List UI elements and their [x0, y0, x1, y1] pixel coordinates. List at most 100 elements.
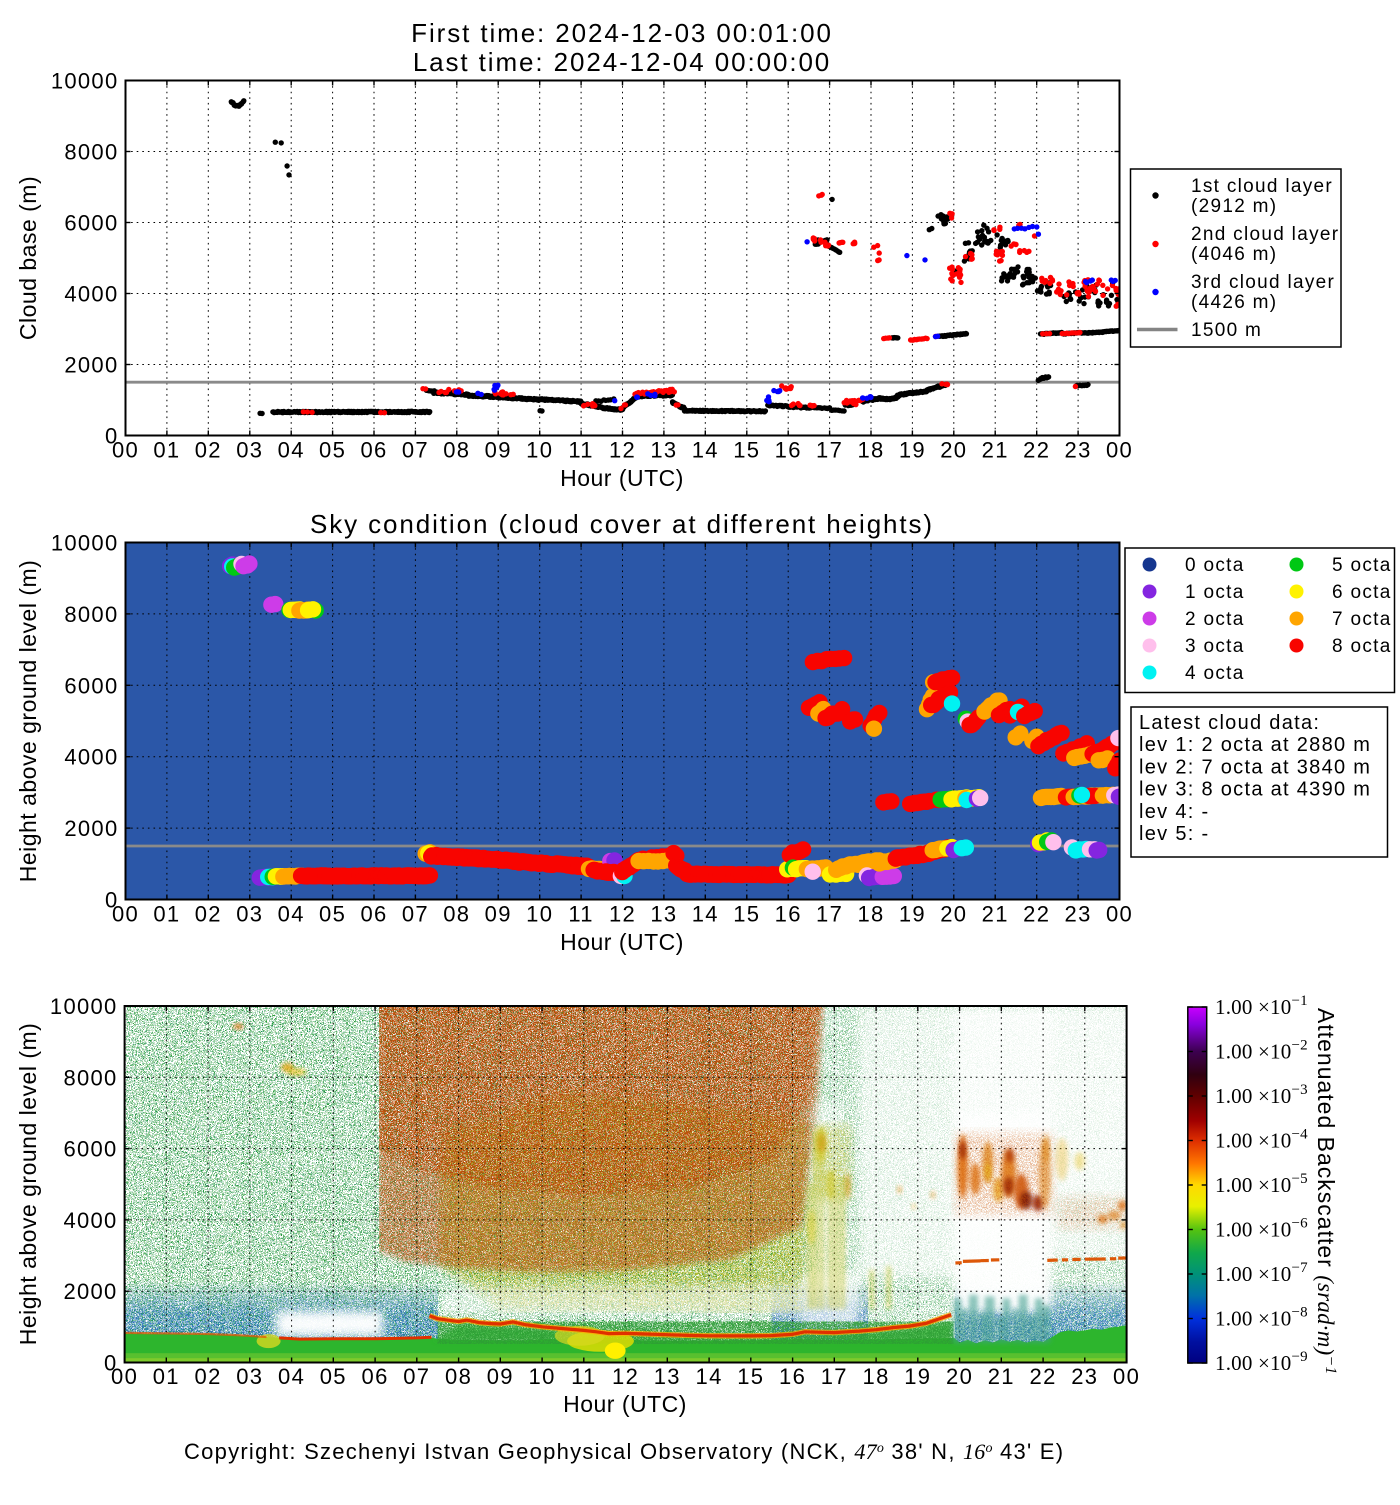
svg-text:10000: 10000	[51, 531, 119, 556]
svg-text:03: 03	[236, 1364, 263, 1389]
svg-text:0: 0	[104, 1351, 118, 1376]
svg-text:11: 11	[571, 1364, 596, 1389]
svg-text:11: 11	[568, 902, 593, 927]
svg-text:18: 18	[857, 902, 884, 927]
svg-text:23: 23	[1065, 438, 1092, 463]
svg-text:08: 08	[443, 902, 470, 927]
svg-text:18: 18	[863, 1364, 890, 1389]
svg-text:05: 05	[319, 902, 346, 927]
svg-text:3rd cloud layer: 3rd cloud layer	[1191, 272, 1335, 293]
svg-text:Hour (UTC): Hour (UTC)	[563, 1391, 687, 1417]
svg-text:01: 01	[153, 902, 180, 927]
svg-text:8000: 8000	[64, 140, 118, 165]
svg-text:2000: 2000	[63, 1279, 117, 1304]
svg-text:13: 13	[650, 902, 677, 927]
svg-text:6000: 6000	[64, 211, 118, 236]
svg-text:5 octa: 5 octa	[1332, 555, 1392, 576]
svg-text:02: 02	[195, 902, 222, 927]
svg-text:16: 16	[775, 902, 802, 927]
svg-text:19: 19	[899, 438, 926, 463]
svg-text:19: 19	[904, 1364, 931, 1389]
svg-text:21: 21	[988, 1364, 1015, 1389]
svg-text:21: 21	[982, 902, 1009, 927]
svg-text:20: 20	[946, 1364, 973, 1389]
svg-text:12: 12	[609, 438, 636, 463]
svg-text:3 octa: 3 octa	[1185, 636, 1245, 657]
svg-text:6000: 6000	[63, 1137, 117, 1162]
svg-text:1500 m: 1500 m	[1191, 320, 1262, 341]
svg-text:10: 10	[526, 438, 553, 463]
svg-text:07: 07	[403, 1364, 430, 1389]
svg-text:15: 15	[737, 1364, 764, 1389]
svg-text:07: 07	[402, 438, 429, 463]
svg-text:10000: 10000	[51, 69, 119, 94]
svg-text:0 octa: 0 octa	[1185, 555, 1245, 576]
svg-text:(2912 m): (2912 m)	[1191, 196, 1277, 217]
svg-text:20: 20	[940, 438, 967, 463]
svg-text:2000: 2000	[64, 353, 118, 378]
svg-text:Attenuated Backscatter (srad·m: Attenuated Backscatter (srad·m)−1	[1313, 1008, 1339, 1375]
svg-text:0: 0	[105, 424, 119, 449]
svg-text:15: 15	[733, 438, 760, 463]
svg-text:10: 10	[529, 1364, 556, 1389]
svg-text:05: 05	[319, 438, 346, 463]
svg-text:8000: 8000	[63, 1065, 117, 1090]
svg-text:lev 3: 8 octa at 4390 m: lev 3: 8 octa at 4390 m	[1139, 779, 1371, 801]
svg-text:4000: 4000	[64, 745, 118, 770]
svg-text:04: 04	[278, 902, 305, 927]
svg-text:Last time: 2024-12-04 00:00:00: Last time: 2024-12-04 00:00:00	[413, 47, 831, 77]
svg-text:6000: 6000	[64, 673, 118, 698]
svg-text:03: 03	[236, 438, 263, 463]
svg-text:6 octa: 6 octa	[1332, 582, 1392, 603]
svg-text:01: 01	[153, 438, 180, 463]
svg-text:(4426 m): (4426 m)	[1191, 292, 1277, 313]
svg-text:14: 14	[692, 902, 719, 927]
svg-text:07: 07	[402, 902, 429, 927]
svg-text:lev 2: 7 octa at 3840 m: lev 2: 7 octa at 3840 m	[1139, 756, 1371, 778]
svg-text:0: 0	[105, 888, 119, 913]
svg-text:16: 16	[779, 1364, 806, 1389]
svg-text:13: 13	[650, 438, 677, 463]
svg-text:22: 22	[1030, 1364, 1057, 1389]
svg-text:Cloud base (m): Cloud base (m)	[15, 176, 41, 340]
svg-text:Height above ground level (m): Height above ground level (m)	[15, 1023, 41, 1346]
svg-text:20: 20	[940, 902, 967, 927]
svg-text:12: 12	[612, 1364, 639, 1389]
svg-text:4000: 4000	[64, 282, 118, 307]
svg-text:lev 4: -: lev 4: -	[1139, 801, 1209, 823]
svg-text:09: 09	[485, 438, 512, 463]
svg-text:14: 14	[696, 1364, 723, 1389]
svg-text:lev 1: 2 octa at 2880 m: lev 1: 2 octa at 2880 m	[1139, 734, 1371, 756]
svg-text:00: 00	[1106, 438, 1133, 463]
svg-text:22: 22	[1023, 902, 1050, 927]
svg-text:23: 23	[1071, 1364, 1098, 1389]
svg-text:06: 06	[360, 902, 387, 927]
svg-text:2 octa: 2 octa	[1185, 609, 1245, 630]
svg-text:4000: 4000	[63, 1208, 117, 1233]
svg-text:7 octa: 7 octa	[1332, 609, 1392, 630]
svg-text:02: 02	[195, 438, 222, 463]
svg-text:17: 17	[816, 438, 843, 463]
svg-text:(4046 m): (4046 m)	[1191, 244, 1277, 265]
svg-text:12: 12	[609, 902, 636, 927]
svg-text:15: 15	[733, 902, 760, 927]
svg-text:2000: 2000	[64, 816, 118, 841]
svg-text:Sky condition (cloud cover at: Sky condition (cloud cover at different …	[310, 509, 934, 539]
svg-text:06: 06	[362, 1364, 389, 1389]
svg-text:Latest cloud data:: Latest cloud data:	[1139, 712, 1320, 734]
svg-text:04: 04	[278, 1364, 305, 1389]
svg-text:1 octa: 1 octa	[1185, 582, 1245, 603]
svg-text:21: 21	[982, 438, 1009, 463]
svg-text:14: 14	[692, 438, 719, 463]
svg-text:22: 22	[1023, 438, 1050, 463]
svg-text:09: 09	[485, 902, 512, 927]
svg-text:23: 23	[1065, 902, 1092, 927]
svg-text:4 octa: 4 octa	[1185, 663, 1245, 684]
svg-text:06: 06	[360, 438, 387, 463]
svg-text:19: 19	[899, 902, 926, 927]
svg-text:lev 5: -: lev 5: -	[1139, 823, 1209, 845]
svg-text:1st cloud layer: 1st cloud layer	[1191, 176, 1333, 197]
svg-text:16: 16	[775, 438, 802, 463]
svg-text:08: 08	[443, 438, 470, 463]
svg-text:08: 08	[445, 1364, 472, 1389]
